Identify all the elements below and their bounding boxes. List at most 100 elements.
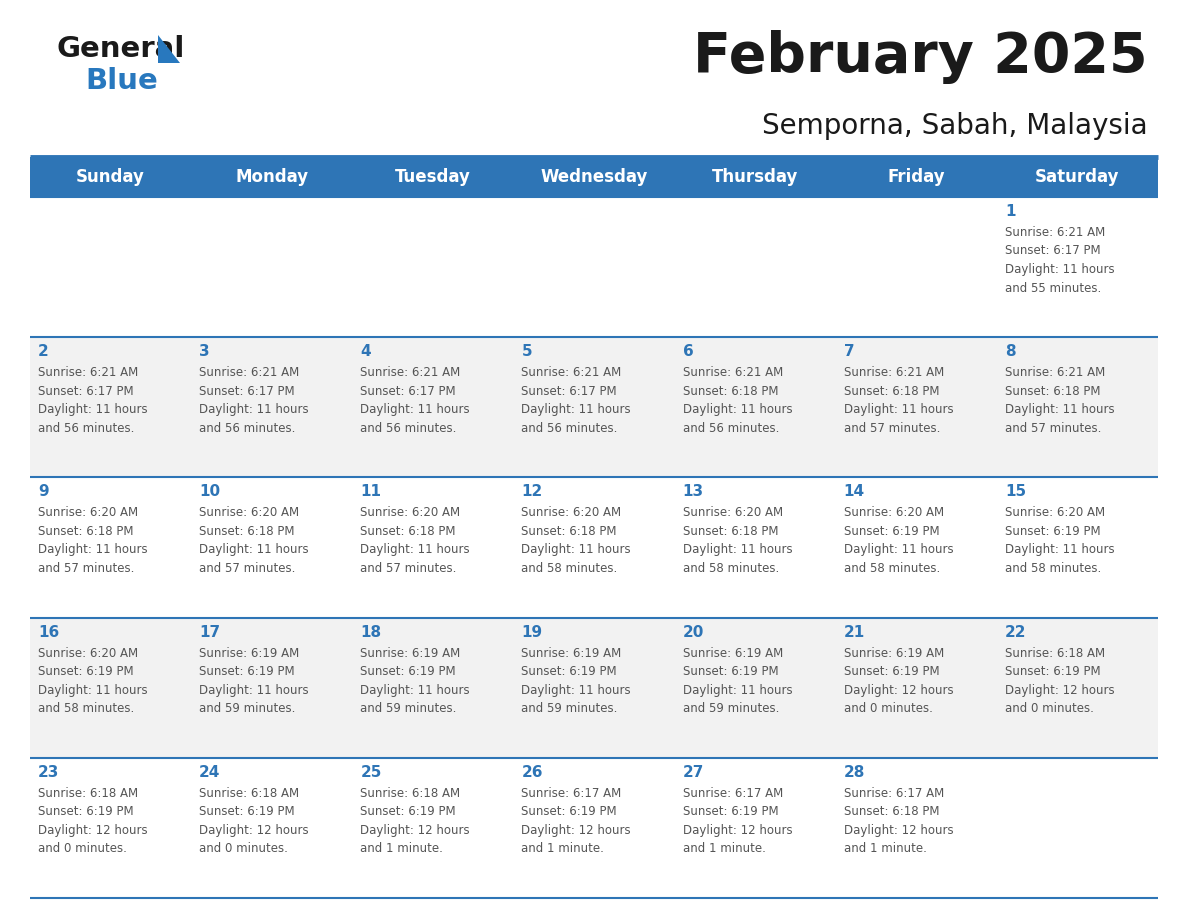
Text: Wednesday: Wednesday [541, 168, 647, 186]
Text: and 56 minutes.: and 56 minutes. [683, 421, 779, 435]
Text: Daylight: 12 hours: Daylight: 12 hours [200, 823, 309, 837]
Text: Daylight: 11 hours: Daylight: 11 hours [683, 543, 792, 556]
Text: Sunset: 6:19 PM: Sunset: 6:19 PM [200, 805, 295, 818]
Text: Daylight: 11 hours: Daylight: 11 hours [683, 403, 792, 416]
Text: Sunrise: 6:20 AM: Sunrise: 6:20 AM [522, 507, 621, 520]
Text: Monday: Monday [235, 168, 308, 186]
Text: Sunset: 6:19 PM: Sunset: 6:19 PM [522, 805, 617, 818]
Text: 27: 27 [683, 765, 704, 779]
Text: Sunset: 6:19 PM: Sunset: 6:19 PM [38, 666, 133, 678]
Text: and 57 minutes.: and 57 minutes. [843, 421, 940, 435]
Text: and 56 minutes.: and 56 minutes. [38, 421, 134, 435]
Text: and 1 minute.: and 1 minute. [843, 843, 927, 856]
Text: Daylight: 11 hours: Daylight: 11 hours [683, 684, 792, 697]
Text: and 57 minutes.: and 57 minutes. [1005, 421, 1101, 435]
Text: Sunset: 6:18 PM: Sunset: 6:18 PM [360, 525, 456, 538]
Text: Sunrise: 6:19 AM: Sunrise: 6:19 AM [683, 646, 783, 660]
FancyBboxPatch shape [30, 477, 1158, 618]
Text: Sunset: 6:18 PM: Sunset: 6:18 PM [522, 525, 617, 538]
Text: 10: 10 [200, 485, 220, 499]
Text: and 58 minutes.: and 58 minutes. [38, 702, 134, 715]
Text: Daylight: 11 hours: Daylight: 11 hours [1005, 263, 1114, 276]
Text: Sunset: 6:19 PM: Sunset: 6:19 PM [843, 666, 940, 678]
Text: 20: 20 [683, 624, 704, 640]
Text: Daylight: 11 hours: Daylight: 11 hours [200, 684, 309, 697]
Text: and 58 minutes.: and 58 minutes. [522, 562, 618, 575]
Text: Sunrise: 6:21 AM: Sunrise: 6:21 AM [200, 366, 299, 379]
Text: and 58 minutes.: and 58 minutes. [843, 562, 940, 575]
Text: and 1 minute.: and 1 minute. [360, 843, 443, 856]
Text: 17: 17 [200, 624, 220, 640]
Text: Sunset: 6:19 PM: Sunset: 6:19 PM [683, 805, 778, 818]
Text: Daylight: 11 hours: Daylight: 11 hours [360, 403, 470, 416]
FancyBboxPatch shape [30, 337, 1158, 477]
Text: Sunrise: 6:18 AM: Sunrise: 6:18 AM [1005, 646, 1105, 660]
FancyBboxPatch shape [30, 618, 1158, 757]
Text: and 59 minutes.: and 59 minutes. [522, 702, 618, 715]
Text: and 57 minutes.: and 57 minutes. [360, 562, 456, 575]
Text: 16: 16 [38, 624, 59, 640]
Text: Daylight: 12 hours: Daylight: 12 hours [360, 823, 470, 837]
Text: Sunrise: 6:17 AM: Sunrise: 6:17 AM [522, 787, 621, 800]
Text: 22: 22 [1005, 624, 1026, 640]
Text: Daylight: 12 hours: Daylight: 12 hours [683, 823, 792, 837]
Text: Sunrise: 6:18 AM: Sunrise: 6:18 AM [360, 787, 461, 800]
Text: and 57 minutes.: and 57 minutes. [200, 562, 296, 575]
Text: Sunrise: 6:19 AM: Sunrise: 6:19 AM [522, 646, 621, 660]
Text: Sunrise: 6:20 AM: Sunrise: 6:20 AM [38, 507, 138, 520]
Text: 13: 13 [683, 485, 703, 499]
Text: Sunrise: 6:20 AM: Sunrise: 6:20 AM [1005, 507, 1105, 520]
Text: 8: 8 [1005, 344, 1016, 359]
Text: and 0 minutes.: and 0 minutes. [200, 843, 287, 856]
Text: Sunrise: 6:20 AM: Sunrise: 6:20 AM [200, 507, 299, 520]
Text: and 0 minutes.: and 0 minutes. [1005, 702, 1094, 715]
Text: Sunrise: 6:18 AM: Sunrise: 6:18 AM [38, 787, 138, 800]
Text: Daylight: 11 hours: Daylight: 11 hours [200, 403, 309, 416]
Text: Daylight: 12 hours: Daylight: 12 hours [1005, 684, 1114, 697]
Text: General: General [57, 35, 185, 63]
Text: Daylight: 11 hours: Daylight: 11 hours [1005, 403, 1114, 416]
Text: Sunset: 6:18 PM: Sunset: 6:18 PM [1005, 385, 1100, 397]
Text: Daylight: 11 hours: Daylight: 11 hours [360, 543, 470, 556]
Text: 1: 1 [1005, 204, 1016, 219]
Text: Sunday: Sunday [76, 168, 145, 186]
Text: 11: 11 [360, 485, 381, 499]
Text: Sunrise: 6:21 AM: Sunrise: 6:21 AM [843, 366, 944, 379]
Text: 21: 21 [843, 624, 865, 640]
Text: Sunset: 6:19 PM: Sunset: 6:19 PM [1005, 666, 1100, 678]
Text: and 58 minutes.: and 58 minutes. [683, 562, 779, 575]
Text: and 58 minutes.: and 58 minutes. [1005, 562, 1101, 575]
Text: 3: 3 [200, 344, 210, 359]
Text: Daylight: 11 hours: Daylight: 11 hours [38, 403, 147, 416]
Text: 2: 2 [38, 344, 49, 359]
Text: and 0 minutes.: and 0 minutes. [843, 702, 933, 715]
Text: Sunrise: 6:20 AM: Sunrise: 6:20 AM [38, 646, 138, 660]
Text: Sunrise: 6:17 AM: Sunrise: 6:17 AM [843, 787, 944, 800]
Text: 7: 7 [843, 344, 854, 359]
Text: Sunset: 6:18 PM: Sunset: 6:18 PM [683, 525, 778, 538]
Text: Daylight: 11 hours: Daylight: 11 hours [1005, 543, 1114, 556]
Text: February 2025: February 2025 [694, 30, 1148, 84]
Text: Sunset: 6:17 PM: Sunset: 6:17 PM [522, 385, 617, 397]
Text: 15: 15 [1005, 485, 1026, 499]
Text: 19: 19 [522, 624, 543, 640]
Text: 28: 28 [843, 765, 865, 779]
Text: 18: 18 [360, 624, 381, 640]
Text: Sunrise: 6:20 AM: Sunrise: 6:20 AM [360, 507, 461, 520]
Text: Sunrise: 6:17 AM: Sunrise: 6:17 AM [683, 787, 783, 800]
Text: Sunrise: 6:21 AM: Sunrise: 6:21 AM [522, 366, 621, 379]
Text: Sunset: 6:17 PM: Sunset: 6:17 PM [200, 385, 295, 397]
Text: Sunrise: 6:21 AM: Sunrise: 6:21 AM [1005, 366, 1105, 379]
Text: Sunset: 6:18 PM: Sunset: 6:18 PM [200, 525, 295, 538]
Text: Sunrise: 6:19 AM: Sunrise: 6:19 AM [843, 646, 944, 660]
Text: 5: 5 [522, 344, 532, 359]
Text: 23: 23 [38, 765, 59, 779]
Text: Sunrise: 6:20 AM: Sunrise: 6:20 AM [843, 507, 943, 520]
FancyBboxPatch shape [30, 157, 1158, 197]
Text: Blue: Blue [86, 67, 158, 95]
Text: Sunrise: 6:21 AM: Sunrise: 6:21 AM [683, 366, 783, 379]
Text: Sunset: 6:19 PM: Sunset: 6:19 PM [683, 666, 778, 678]
Text: Daylight: 11 hours: Daylight: 11 hours [843, 403, 953, 416]
Text: Daylight: 11 hours: Daylight: 11 hours [38, 684, 147, 697]
Text: Daylight: 11 hours: Daylight: 11 hours [200, 543, 309, 556]
